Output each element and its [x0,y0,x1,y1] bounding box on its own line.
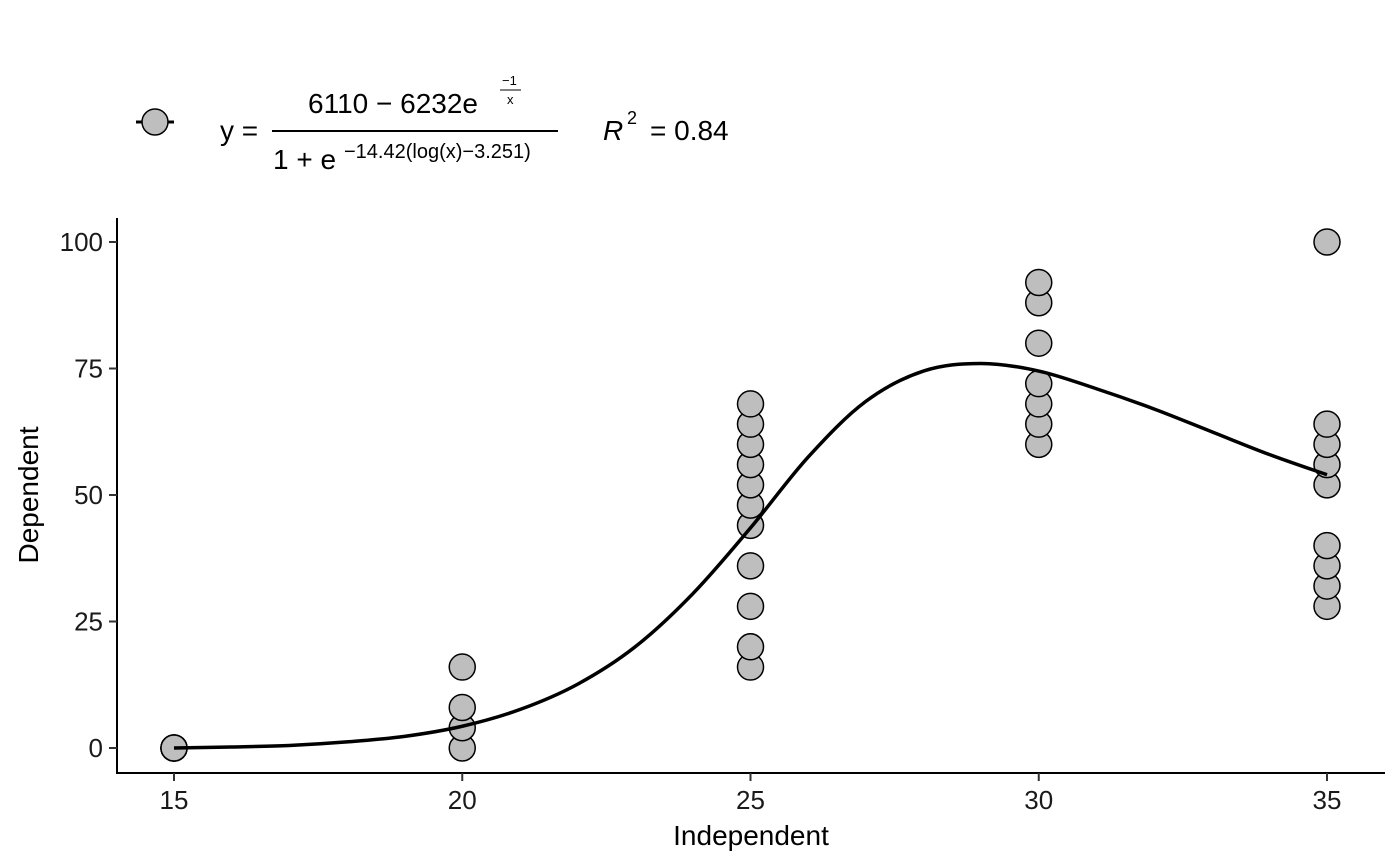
y-tick-label: 50 [74,480,103,510]
legend-r2-power: 2 [627,108,637,128]
data-point [736,390,765,418]
y-axis-title: Dependent [13,426,44,563]
data-point [736,552,765,580]
legend-numerator-exponent-bottom: x [507,92,514,107]
x-tick-label: 20 [448,785,477,815]
y-tick-label: 100 [60,227,103,257]
legend: y = 6110 − 6232e −1 x 1 + e −14.42(log(x… [136,73,729,175]
x-tick-label: 30 [1024,785,1053,815]
data-point [736,592,765,621]
x-axis-title: Independent [673,820,829,851]
data-point [448,693,476,722]
fit-curve-line [173,361,1328,750]
x-tick-label: 25 [736,785,765,815]
axes: 0 25 50 75 100 15 20 25 30 35 [60,218,1385,815]
y-axis-ticks: 0 25 50 75 100 [60,227,117,763]
data-point [1313,531,1341,560]
fit-curve-group [173,361,1328,750]
legend-equation-numerator: 6110 − 6232e [308,88,478,119]
data-point [1313,410,1341,438]
x-tick-label: 15 [160,785,189,815]
y-tick-label: 75 [74,354,103,384]
legend-point-key [141,108,169,136]
data-point [1025,268,1053,297]
legend-r2-symbol: R [603,115,623,146]
legend-equation-denominator: 1 + e [273,144,336,175]
legend-r2-value: = 0.84 [650,115,729,146]
data-point [736,633,765,661]
data-point [448,653,476,681]
x-tick-label: 35 [1313,785,1342,815]
y-tick-label: 25 [74,607,103,637]
x-axis-ticks: 15 20 25 30 35 [160,773,1342,815]
legend-numerator-exponent-top: −1 [502,73,517,88]
legend-denominator-exponent: −14.42(log(x)−3.251) [344,141,531,163]
data-points [160,228,1341,762]
data-point [1313,228,1341,256]
y-tick-label: 0 [89,733,103,763]
legend-equation-lhs: y = [220,115,258,146]
data-point [1025,329,1053,357]
